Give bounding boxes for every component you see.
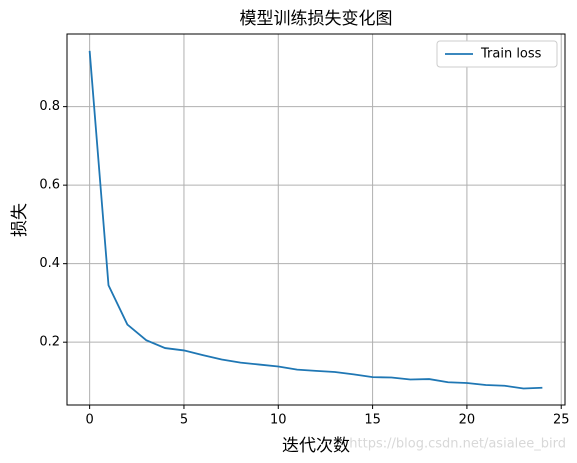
x-axis-label: 迭代次数 (282, 436, 350, 456)
legend-label: Train loss (480, 47, 542, 62)
y-axis-label: 损失 (10, 203, 30, 237)
plot-frame (66, 33, 566, 406)
watermark: https://blog.csdn.net/asialee_bird (349, 437, 566, 452)
data-line (88, 50, 543, 390)
x-tick-label: 25 (553, 413, 570, 428)
y-tick-label: 0.8 (39, 99, 60, 114)
x-tick-label: 15 (364, 413, 381, 428)
y-tick-label: 0.2 (39, 335, 60, 350)
y-tick-label: 0.4 (39, 256, 60, 271)
legend-box (436, 40, 558, 68)
x-tick-label: 10 (270, 413, 287, 428)
y-tick-label: 0.6 (39, 178, 60, 193)
x-tick-label: 20 (459, 413, 476, 428)
x-tick-label: 0 (85, 413, 93, 428)
x-tick-label: 5 (180, 413, 188, 428)
chart-title: 模型训练损失变化图 (240, 9, 393, 29)
